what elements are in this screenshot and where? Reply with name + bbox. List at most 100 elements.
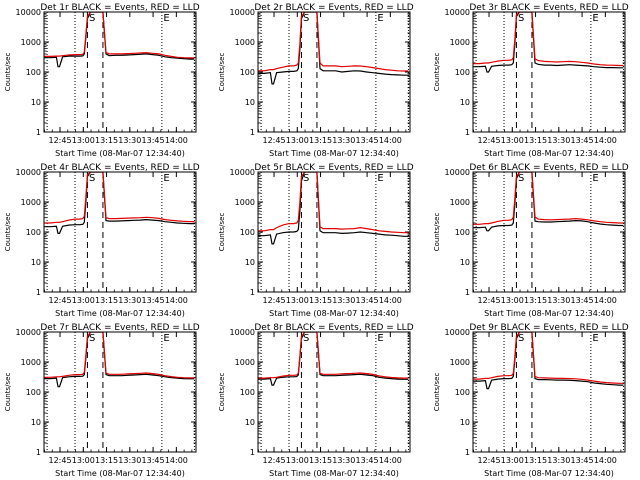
detector-panel: Det 3r BLACK = Events, RED = LLD Counts/s… (433, 3, 629, 158)
detector-panel: Det 1r BLACK = Events, RED = LLD Counts/s… (4, 3, 200, 158)
y-tick-label: 100 (26, 388, 41, 397)
x-axis-label: Start Time (08-Mar-07 12:34:40) (55, 149, 185, 158)
interval-marker-label: E (377, 13, 383, 24)
interval-marker-label: E (592, 173, 598, 184)
y-tick-label: 100 (455, 228, 470, 237)
y-tick-label: 10000 (16, 328, 41, 337)
x-tick-label: 13:00 (72, 136, 95, 145)
lld-series-line (44, 172, 195, 224)
y-axis-label: Counts/sec (433, 213, 441, 252)
y-tick-label: 1 (250, 128, 255, 137)
x-tick-label: 13:15 (524, 296, 547, 305)
detector-panel: Det 4r BLACK = Events, RED = LLD Counts/s… (4, 163, 200, 318)
detector-panel: Det 7r BLACK = Events, RED = LLD Counts/s… (4, 323, 200, 478)
lld-series-line (258, 332, 409, 379)
interval-marker-label: S (89, 13, 95, 24)
interval-marker-label: S (518, 173, 524, 184)
x-tick-label: 13:00 (286, 456, 309, 465)
x-tick-label: 13:00 (501, 456, 524, 465)
events-series-line (258, 332, 409, 386)
x-tick-label: 14:00 (379, 296, 402, 305)
x-tick-label: 13:00 (286, 296, 309, 305)
x-tick-label: 12:45 (477, 136, 500, 145)
y-tick-label: 100 (26, 68, 41, 77)
y-axis-label: Counts/sec (4, 53, 12, 92)
x-axis-label: Start Time (08-Mar-07 12:34:40) (269, 469, 399, 478)
y-tick-label: 10 (460, 98, 470, 107)
y-tick-label: 1000 (235, 198, 255, 207)
events-series-line (44, 332, 195, 388)
interval-marker-label: S (518, 333, 524, 344)
x-tick-label: 13:15 (95, 296, 118, 305)
y-tick-label: 100 (26, 228, 41, 237)
y-tick-label: 1000 (21, 358, 41, 367)
interval-marker-label: S (518, 13, 524, 24)
interval-marker-label: S (303, 173, 309, 184)
x-tick-label: 13:15 (524, 136, 547, 145)
y-tick-label: 1 (36, 288, 41, 297)
y-axis-label: Counts/sec (433, 53, 441, 92)
events-series-line (473, 172, 624, 232)
y-tick-label: 10 (460, 258, 470, 267)
y-tick-label: 1000 (21, 38, 41, 47)
y-tick-label: 1 (465, 128, 470, 137)
panel-title: Det 7r BLACK = Events, RED = LLD (40, 323, 199, 333)
panel-title: Det 9r BLACK = Events, RED = LLD (469, 323, 628, 333)
y-tick-label: 1000 (450, 358, 470, 367)
x-tick-label: 13:30 (118, 456, 141, 465)
y-tick-label: 10000 (16, 8, 41, 17)
y-tick-label: 10000 (445, 328, 470, 337)
x-tick-label: 13:45 (356, 136, 379, 145)
lld-series-line (258, 172, 409, 234)
y-tick-label: 10 (31, 258, 41, 267)
x-tick-label: 13:15 (95, 136, 118, 145)
x-tick-label: 12:45 (477, 296, 500, 305)
interval-marker-label: E (592, 333, 598, 344)
x-tick-label: 13:45 (571, 456, 594, 465)
panel-title: Det 8r BLACK = Events, RED = LLD (254, 323, 413, 333)
y-tick-label: 10 (245, 418, 255, 427)
x-tick-label: 13:30 (332, 296, 355, 305)
lld-series-line (258, 12, 409, 72)
y-tick-label: 1 (465, 448, 470, 457)
y-tick-label: 100 (240, 228, 255, 237)
interval-marker-label: E (377, 173, 383, 184)
lld-series-line (473, 332, 624, 384)
interval-marker-label: E (163, 13, 169, 24)
plot-frame (257, 331, 411, 453)
y-tick-label: 1000 (450, 198, 470, 207)
interval-marker-label: E (163, 333, 169, 344)
plot-frame (43, 11, 197, 133)
interval-marker-label: E (163, 173, 169, 184)
y-tick-label: 1 (465, 288, 470, 297)
x-tick-label: 13:30 (118, 136, 141, 145)
interval-marker-label: S (89, 333, 95, 344)
x-tick-label: 13:30 (547, 136, 570, 145)
y-tick-label: 1 (250, 288, 255, 297)
lld-series-line (44, 332, 195, 379)
interval-marker-label: S (89, 173, 95, 184)
plot-frame (472, 331, 626, 453)
y-tick-label: 1000 (21, 198, 41, 207)
y-axis-label: Counts/sec (218, 213, 226, 252)
x-tick-label: 14:00 (165, 456, 188, 465)
y-tick-label: 10 (245, 98, 255, 107)
plot-frame (472, 11, 626, 133)
events-series-line (473, 12, 624, 73)
y-tick-label: 10000 (230, 168, 255, 177)
y-axis-label: Counts/sec (433, 373, 441, 412)
lld-series-line (473, 172, 624, 225)
y-tick-label: 1 (36, 128, 41, 137)
x-tick-label: 13:30 (332, 456, 355, 465)
y-tick-label: 100 (240, 388, 255, 397)
x-tick-label: 14:00 (165, 296, 188, 305)
y-tick-label: 10 (245, 258, 255, 267)
plot-frame (43, 331, 197, 453)
y-axis-label: Counts/sec (218, 53, 226, 92)
x-tick-label: 13:45 (142, 296, 165, 305)
events-series-line (473, 332, 624, 390)
events-series-line (258, 12, 409, 85)
detector-panel: Det 2r BLACK = Events, RED = LLD Counts/s… (218, 3, 414, 158)
y-tick-label: 1000 (235, 358, 255, 367)
x-tick-label: 14:00 (594, 296, 617, 305)
